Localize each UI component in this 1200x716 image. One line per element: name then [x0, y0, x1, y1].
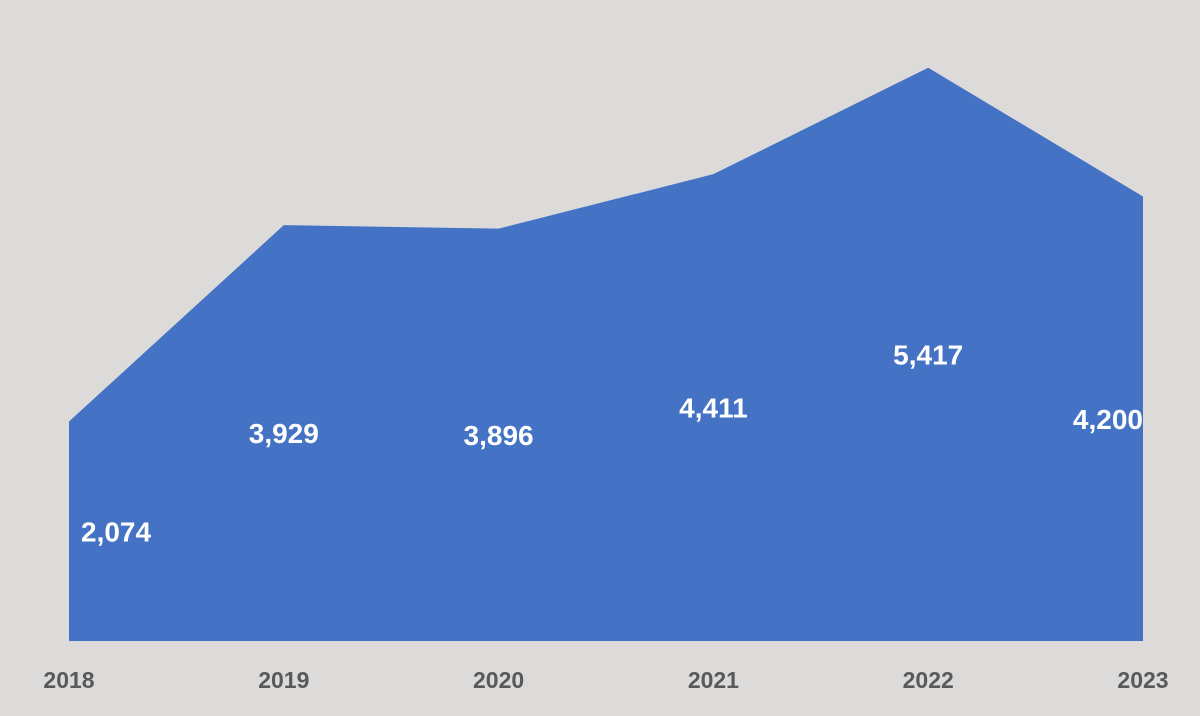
data-label-2019: 3,929 — [249, 418, 319, 449]
x-tick-label-2020: 2020 — [473, 667, 524, 693]
data-label-2021: 4,411 — [679, 393, 748, 424]
area-series — [69, 67, 1143, 642]
data-label-2023: 4,200 — [1073, 404, 1143, 435]
data-label-2022: 5,417 — [893, 339, 963, 370]
x-axis-tick-labels: 2018 2019 2020 2021 2022 2023 — [43, 667, 1168, 693]
data-label-layer: 2,074 3,929 3,896 4,411 5,417 4,200 — [81, 339, 1143, 547]
data-label-2018: 2,074 — [81, 516, 151, 547]
x-tick-label-2019: 2019 — [258, 667, 309, 693]
x-tick-label-2022: 2022 — [903, 667, 954, 693]
data-label-2020: 3,896 — [464, 420, 534, 451]
x-tick-label-2023: 2023 — [1117, 667, 1168, 693]
x-tick-label-2018: 2018 — [43, 667, 94, 693]
area-layer — [69, 67, 1143, 642]
x-tick-label-2021: 2021 — [688, 667, 739, 693]
